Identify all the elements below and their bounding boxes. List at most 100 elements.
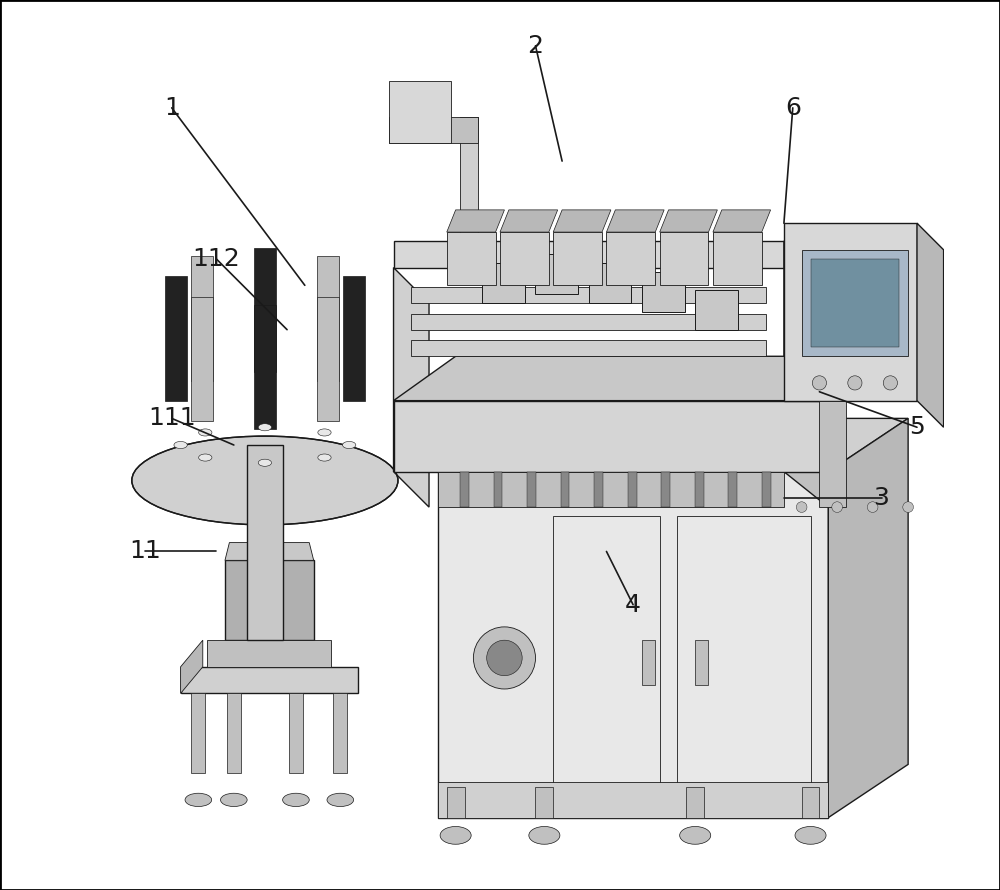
Polygon shape [642, 640, 655, 684]
Text: 4: 4 [625, 593, 641, 617]
Polygon shape [553, 232, 602, 286]
Polygon shape [784, 241, 828, 303]
Polygon shape [389, 81, 451, 143]
Polygon shape [494, 472, 502, 507]
Circle shape [487, 640, 522, 676]
Polygon shape [411, 340, 766, 356]
Ellipse shape [199, 454, 212, 461]
Polygon shape [411, 287, 766, 303]
Ellipse shape [327, 793, 354, 806]
Polygon shape [225, 543, 314, 561]
Polygon shape [819, 400, 846, 507]
Ellipse shape [318, 454, 331, 461]
Polygon shape [207, 640, 331, 667]
Circle shape [832, 502, 842, 513]
Polygon shape [784, 268, 828, 507]
Polygon shape [811, 259, 899, 347]
Polygon shape [713, 232, 762, 286]
Polygon shape [389, 117, 478, 143]
Ellipse shape [258, 424, 272, 431]
Polygon shape [561, 472, 569, 507]
Circle shape [883, 376, 897, 390]
Polygon shape [553, 210, 611, 232]
Ellipse shape [343, 441, 356, 449]
Polygon shape [317, 296, 339, 421]
Ellipse shape [258, 459, 272, 466]
Polygon shape [500, 210, 558, 232]
Polygon shape [394, 400, 828, 472]
Polygon shape [438, 782, 828, 818]
Ellipse shape [795, 827, 826, 845]
Text: 111: 111 [148, 407, 196, 431]
Polygon shape [553, 516, 660, 800]
Polygon shape [802, 250, 908, 356]
Polygon shape [535, 787, 553, 818]
Text: 2: 2 [527, 34, 543, 58]
Polygon shape [191, 296, 213, 421]
Polygon shape [438, 472, 784, 507]
Polygon shape [686, 787, 704, 818]
Polygon shape [535, 255, 578, 295]
Polygon shape [728, 472, 737, 507]
Polygon shape [227, 693, 241, 773]
Polygon shape [411, 313, 766, 329]
Ellipse shape [174, 441, 187, 449]
Polygon shape [289, 693, 303, 773]
Polygon shape [784, 384, 917, 401]
Text: 112: 112 [192, 247, 240, 271]
Polygon shape [181, 667, 358, 693]
Polygon shape [317, 256, 339, 381]
Circle shape [848, 376, 862, 390]
Text: 3: 3 [874, 486, 889, 510]
Ellipse shape [318, 429, 331, 436]
Polygon shape [802, 787, 819, 818]
Polygon shape [784, 223, 917, 400]
Polygon shape [447, 210, 504, 232]
Polygon shape [254, 304, 276, 429]
Polygon shape [695, 640, 708, 684]
Polygon shape [527, 472, 536, 507]
Polygon shape [695, 472, 704, 507]
Polygon shape [447, 232, 496, 286]
Polygon shape [482, 263, 525, 303]
Polygon shape [181, 640, 203, 693]
Polygon shape [254, 248, 276, 372]
Polygon shape [438, 472, 828, 818]
Circle shape [473, 627, 535, 689]
Circle shape [903, 502, 913, 513]
Polygon shape [660, 210, 717, 232]
Polygon shape [628, 472, 637, 507]
Polygon shape [762, 472, 771, 507]
Text: 1: 1 [164, 96, 180, 120]
Ellipse shape [132, 436, 398, 525]
Polygon shape [828, 418, 908, 818]
Polygon shape [695, 290, 738, 329]
Polygon shape [247, 445, 283, 640]
Polygon shape [589, 263, 631, 303]
Polygon shape [642, 272, 685, 311]
Polygon shape [394, 241, 784, 268]
Ellipse shape [529, 827, 560, 845]
Polygon shape [191, 256, 213, 381]
Polygon shape [677, 516, 811, 800]
Polygon shape [606, 232, 655, 286]
Polygon shape [917, 223, 944, 427]
Polygon shape [606, 210, 664, 232]
Polygon shape [225, 561, 314, 640]
Ellipse shape [199, 429, 212, 436]
Polygon shape [500, 232, 549, 286]
Polygon shape [447, 787, 465, 818]
Text: 5: 5 [909, 416, 925, 440]
Text: 6: 6 [785, 96, 801, 120]
Polygon shape [438, 418, 908, 472]
Ellipse shape [221, 793, 247, 806]
Polygon shape [460, 117, 478, 241]
Circle shape [867, 502, 878, 513]
Ellipse shape [283, 793, 309, 806]
Polygon shape [661, 472, 670, 507]
Polygon shape [394, 268, 429, 507]
Polygon shape [333, 693, 347, 773]
Ellipse shape [185, 793, 212, 806]
Ellipse shape [440, 827, 471, 845]
Text: 11: 11 [129, 539, 161, 563]
